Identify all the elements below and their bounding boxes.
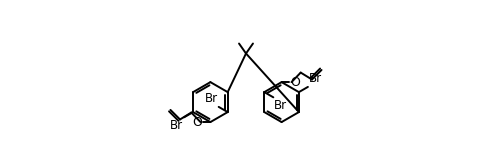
Text: O: O bbox=[192, 116, 202, 129]
Text: Br: Br bbox=[205, 92, 218, 105]
Text: Br: Br bbox=[309, 72, 322, 85]
Text: O: O bbox=[290, 76, 300, 89]
Text: Br: Br bbox=[170, 119, 183, 132]
Text: Br: Br bbox=[274, 99, 287, 112]
